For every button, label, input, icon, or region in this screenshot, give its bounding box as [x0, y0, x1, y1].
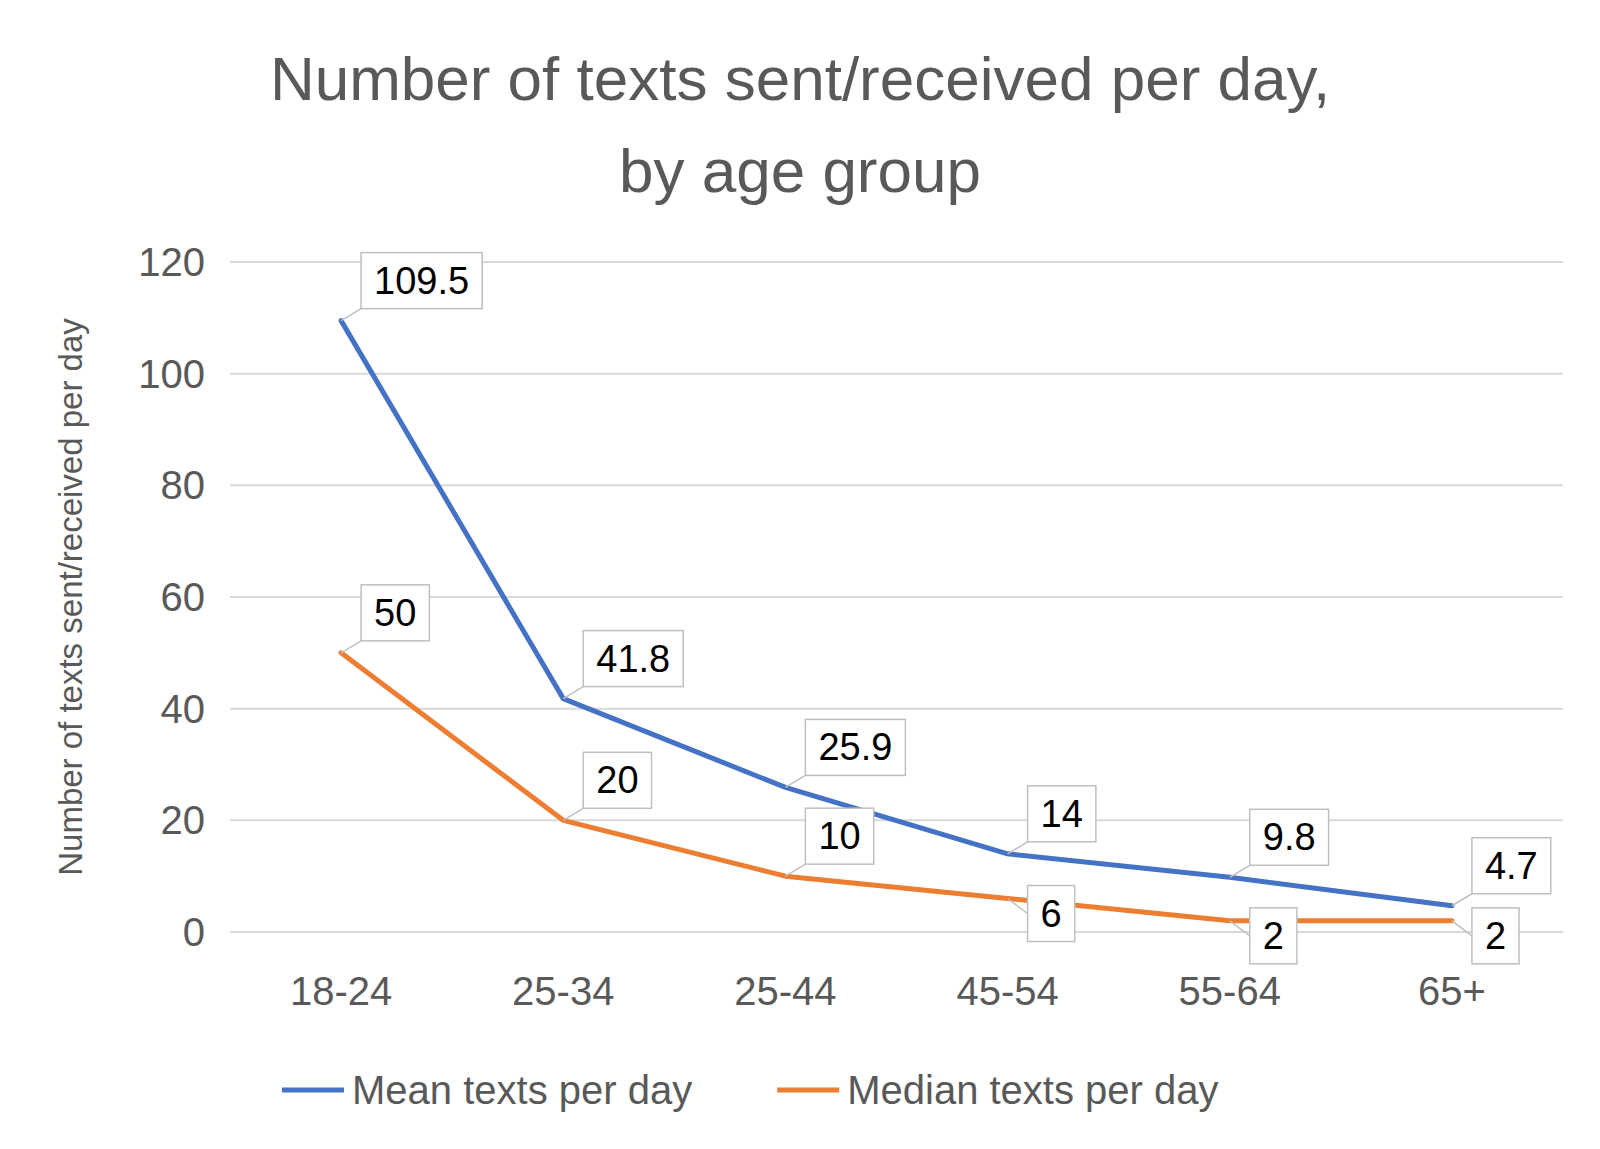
data-label-box [805, 808, 873, 864]
data-label-text: 20 [596, 759, 638, 801]
data-label: 2 [1452, 908, 1519, 964]
x-tick-label: 65+ [1418, 969, 1486, 1013]
y-tick-label: 100 [138, 352, 205, 396]
data-label-box [1472, 838, 1551, 894]
grid-line [230, 931, 1563, 933]
data-label: 6 [1008, 886, 1075, 942]
x-tick-label: 18-24 [290, 969, 392, 1013]
data-label-text: 4.7 [1485, 845, 1538, 887]
x-tick-label: 45-54 [956, 969, 1058, 1013]
data-label: 9.8 [1230, 809, 1329, 877]
grid-line [230, 484, 1563, 486]
data-label-text: 14 [1041, 793, 1083, 835]
data-label: 41.8 [563, 631, 683, 699]
data-label-box [361, 253, 482, 309]
series-line [341, 653, 1452, 921]
data-label-leader [1452, 921, 1472, 936]
y-tick-label: 40 [161, 687, 206, 731]
title-line: by age group [619, 136, 981, 205]
data-label-leader [341, 641, 361, 653]
chart: Number of texts sent/received per day, by… [0, 0, 1600, 1149]
data-label: 10 [785, 808, 873, 876]
plot-area [341, 321, 1452, 921]
data-label-leader [785, 864, 805, 876]
data-label: 109.5 [341, 253, 482, 321]
series-line [341, 321, 1452, 906]
data-label-box [583, 752, 651, 808]
title: Number of texts sent/received per day, by… [270, 44, 1330, 205]
data-label-text: 2 [1263, 915, 1284, 957]
x-tick-label: 25-34 [512, 969, 614, 1013]
data-label-text: 109.5 [374, 260, 469, 302]
data-label-box [1028, 886, 1075, 942]
data-label-text: 41.8 [596, 638, 670, 680]
data-label-leader [1230, 865, 1250, 877]
data-label-leader [563, 687, 583, 699]
data-label-box [361, 585, 429, 641]
y-tick-label: 80 [161, 463, 206, 507]
legend-label: Median texts per day [847, 1068, 1218, 1112]
data-label-box [1250, 908, 1297, 964]
x-tick-label: 25-44 [734, 969, 836, 1013]
y-tick-label: 60 [161, 575, 206, 619]
data-label-box [1250, 809, 1329, 865]
grid-line [230, 708, 1563, 710]
legend-swatch [282, 1088, 344, 1093]
title-line: Number of texts sent/received per day, [270, 44, 1330, 113]
y-axis-label: Number of texts sent/received per day [52, 318, 89, 876]
data-label-box [805, 719, 905, 775]
data-label-text: 25.9 [818, 726, 892, 768]
data-label-text: 9.8 [1263, 816, 1316, 858]
y-tick-label: 0 [183, 910, 205, 954]
y-tick-label: 20 [161, 798, 206, 842]
data-label-leader [1230, 921, 1250, 936]
data-label-box [583, 631, 683, 687]
data-label: 50 [341, 585, 429, 653]
data-label: 4.7 [1452, 838, 1551, 906]
legend-swatch [777, 1088, 839, 1093]
data-label-text: 2 [1485, 915, 1506, 957]
data-label-leader [1452, 894, 1472, 906]
data-label-text: 6 [1041, 893, 1062, 935]
legend: Mean texts per day Median texts per day [282, 1068, 1219, 1112]
legend-label: Mean texts per day [352, 1068, 692, 1112]
data-label-leader [785, 775, 805, 787]
data-label-text: 10 [818, 815, 860, 857]
data-label-box [1472, 908, 1519, 964]
data-label: 2 [1230, 908, 1297, 964]
y-tick-label: 120 [138, 240, 205, 284]
data-label-leader [563, 808, 583, 820]
data-label-box [1028, 786, 1096, 842]
data-label: 14 [1008, 786, 1096, 854]
x-tick-label: 55-64 [1179, 969, 1281, 1013]
data-label: 25.9 [785, 719, 905, 787]
data-label-text: 50 [374, 592, 416, 634]
grid-line [230, 373, 1563, 375]
data-label: 20 [563, 752, 651, 820]
data-label-leader [341, 309, 361, 321]
data-label-leader [1008, 842, 1028, 854]
data-label-leader [1008, 899, 1028, 914]
